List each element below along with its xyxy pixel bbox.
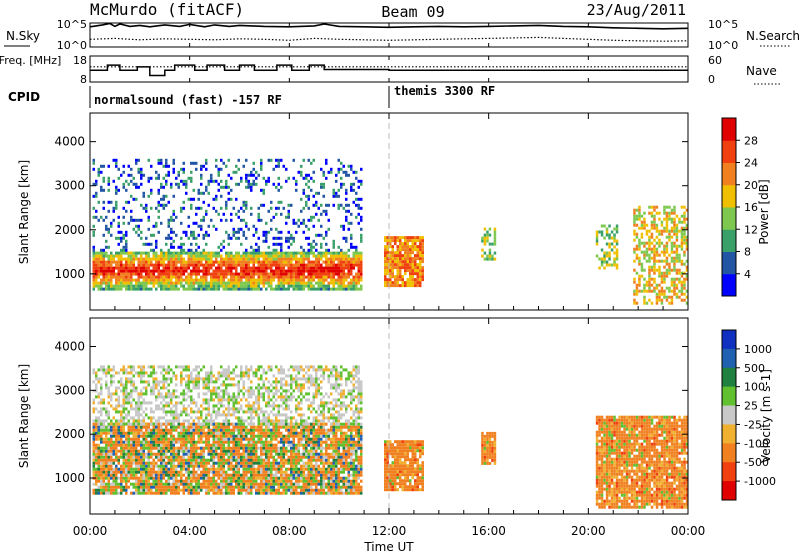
power-colorbar-swatch-6 <box>722 140 736 163</box>
velocity-colorbar-label: Velocity [m s-1] <box>759 369 773 463</box>
power-colorbar-swatch-3 <box>722 207 736 230</box>
nave-tick-top: 60 <box>708 54 722 67</box>
vel-colorbar-swatch-6 <box>722 443 736 462</box>
noise-left-tick-top: 10^5 <box>57 18 87 31</box>
x-tick-label-1: 04:00 <box>172 524 207 538</box>
power-ylabel: Slant Range [km] <box>17 160 31 264</box>
power-ytick-label-1000: 1000 <box>54 267 85 281</box>
date-title: 23/Aug/2011 <box>587 1 686 19</box>
vel-burst-1 <box>93 365 363 425</box>
cpid-segment-1: normalsound (fast) -157 RF <box>94 93 282 107</box>
vel-ytick-label-3000: 3000 <box>54 383 85 397</box>
vel-colorbar-tick-label-0: 1000 <box>744 343 772 356</box>
cpid-segment-2: themis 3300 RF <box>394 84 495 98</box>
vel-colorbar-swatch-4 <box>722 406 736 425</box>
noise-right-label: N.Search <box>746 29 800 43</box>
frequency-panel: Freq. [MHz] 18 8 60 0 Nave <box>0 54 780 86</box>
cpid-label: CPID <box>8 90 40 104</box>
vel-burst-0 <box>93 423 363 495</box>
power-colorbar-tick-label-28: 28 <box>744 134 758 147</box>
vel-colorbar-swatch-5 <box>722 424 736 443</box>
power-burst-1 <box>93 159 363 252</box>
nave-label: Nave <box>746 64 777 78</box>
power-colorbar-swatch-2 <box>722 229 736 252</box>
velocity-ylabel: Slant Range [km] <box>17 364 31 468</box>
x-tick-label-4: 16:00 <box>471 524 506 538</box>
vel-colorbar-swatch-8 <box>722 481 736 500</box>
beam-title: Beam 09 <box>381 3 444 21</box>
vel-burst-3 <box>481 432 496 465</box>
power-panel: 1000 2000 3000 4000 Slant Range [km] 4 8 12 16… <box>17 113 771 310</box>
power-colorbar-swatch-4 <box>722 185 736 208</box>
vel-burst-2 <box>384 440 424 491</box>
x-tick-label-0: 00:00 <box>73 524 108 538</box>
power-colorbar-tick-label-12: 12 <box>744 223 758 236</box>
vel-burst-4 <box>596 416 689 509</box>
power-colorbar: 4 8 12 16 20 24 28 <box>722 118 758 297</box>
cpid-panel: CPID normalsound (fast) -157 RF themis 3… <box>8 84 495 108</box>
power-colorbar-swatch-1 <box>722 252 736 275</box>
noise-line-search <box>90 37 688 41</box>
nave-tick-bottom: 0 <box>708 73 715 86</box>
power-colorbar-swatch-0 <box>722 274 736 297</box>
power-burst-4 <box>596 225 619 270</box>
freq-label: Freq. [MHz] <box>0 54 61 67</box>
noise-left-label: N.Sky <box>6 29 40 43</box>
x-axis-label: Time UT <box>363 540 414 554</box>
power-ytick-label-3000: 3000 <box>54 179 85 193</box>
power-colorbar-tick-label-24: 24 <box>744 157 758 170</box>
x-tick-label-5: 20:00 <box>571 524 606 538</box>
noise-right-tick-bottom: 10^0 <box>708 39 738 52</box>
vel-colorbar-swatch-3 <box>722 387 736 406</box>
power-burst-5 <box>633 206 688 305</box>
power-colorbar-tick-label-16: 16 <box>744 201 758 214</box>
power-ytick-label-4000: 4000 <box>54 135 85 149</box>
vel-colorbar-swatch-0 <box>722 330 736 349</box>
power-burst-0 <box>93 252 363 291</box>
vel-colorbar-swatch-1 <box>722 349 736 368</box>
power-colorbar-tick-label-4: 4 <box>744 268 751 281</box>
vel-colorbar-swatch-2 <box>722 368 736 387</box>
power-colorbar-swatch-5 <box>722 163 736 186</box>
x-tick-label-6: 00:00 <box>671 524 706 538</box>
noise-right-tick-top: 10^5 <box>708 18 738 31</box>
vel-colorbar-tick-label-3: 25 <box>744 400 758 413</box>
freq-series <box>90 65 688 75</box>
power-colorbar-label: Power [dB] <box>757 179 771 244</box>
power-colorbar-tick-label-8: 8 <box>744 246 751 259</box>
power-colorbar-tick-label-20: 20 <box>744 179 758 192</box>
freq-tick-bottom: 8 <box>80 73 87 86</box>
noise-panel: N.Sky 10^5 10^0 10^5 10^0 N.Search <box>4 18 800 52</box>
velocity-heatmap-cells <box>93 365 689 508</box>
vel-colorbar-tick-label-7: -1000 <box>744 475 776 488</box>
vel-ytick-label-2000: 2000 <box>54 427 85 441</box>
vel-colorbar-swatch-7 <box>722 462 736 481</box>
power-ytick-label-2000: 2000 <box>54 223 85 237</box>
noise-left-tick-bottom: 10^0 <box>57 39 87 52</box>
x-tick-label-3: 12:00 <box>372 524 407 538</box>
vel-ytick-label-4000: 4000 <box>54 340 85 354</box>
vel-ytick-label-1000: 1000 <box>54 471 85 485</box>
radar-title: McMurdo (fitACF) <box>90 0 244 19</box>
freq-tick-top: 18 <box>73 54 87 67</box>
power-burst-2 <box>384 236 424 287</box>
power-colorbar-swatch-7 <box>722 118 736 141</box>
power-burst-3 <box>481 228 496 261</box>
x-tick-label-2: 08:00 <box>272 524 307 538</box>
power-heatmap-cells <box>93 159 689 305</box>
